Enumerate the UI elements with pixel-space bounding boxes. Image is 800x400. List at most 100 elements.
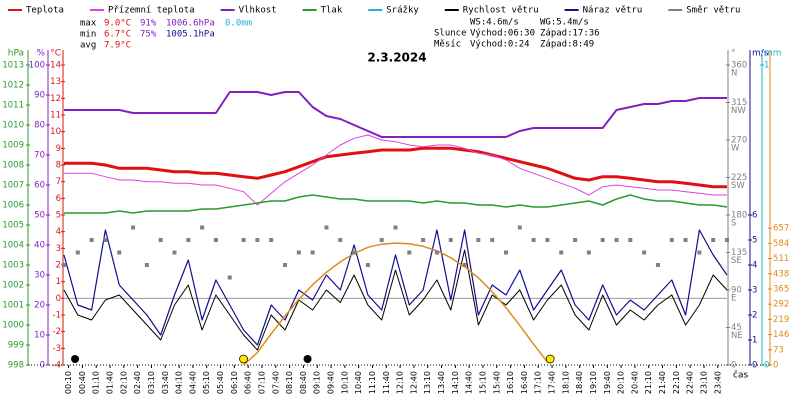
x-tick-label: 12:10 [396,371,405,394]
y-tick-label: 270 [731,136,747,146]
x-tick-label: 20:10 [617,371,626,394]
y-tick-label: 511 [773,254,789,264]
compass-label: N [731,69,737,79]
direction-marker [144,263,149,267]
legend-label: Vlhkost [239,6,277,16]
x-tick-label: 15:40 [492,371,501,394]
series-line [63,249,728,351]
x-tick-label: 21:40 [658,371,667,394]
axis-unit: % [36,49,45,59]
direction-marker [89,238,94,242]
series-line [64,134,727,206]
y-tick-label: 2 [752,311,757,321]
x-tick-label: 16:40 [520,371,529,394]
axis-unit: m/s [752,49,769,59]
direction-marker [158,238,163,242]
y-tick-label: 5 [56,211,61,221]
y-tick-label: 1000 [2,321,24,331]
direction-marker [683,238,688,242]
y-tick-label: 45 [731,323,742,333]
x-tick-label: 23:40 [713,371,722,394]
direction-marker [310,250,315,255]
moon-marker [71,355,80,363]
y-tick-label: 50 [34,211,45,221]
x-tick-label: 05:40 [216,371,225,394]
stat-label: min [80,30,96,40]
info-text: Měsíc [434,40,461,50]
x-tick-label: 18:10 [561,371,570,394]
info-text: Východ:0:24 [470,40,530,50]
direction-marker [600,238,605,242]
direction-marker [434,250,439,255]
x-tick-label: 02:40 [133,371,142,394]
sun-marker [545,354,555,364]
y-tick-label: 6 [56,194,61,204]
direction-marker [559,250,564,255]
y-tick-label: 7 [56,177,61,187]
x-tick-label: 14:40 [465,371,474,394]
axis-unit: mm [764,49,782,59]
direction-marker [697,250,702,255]
direction-marker [296,250,301,255]
y-tick-label: 584 [773,239,789,249]
direction-marker [669,238,674,242]
y-tick-label: 20 [34,301,45,311]
y-tick-label: 40 [34,241,45,251]
direction-marker [725,238,729,242]
y-tick-label: 13 [50,77,61,87]
y-tick-label: 3 [56,244,61,254]
compass-label: SE [731,256,742,266]
compass-label: NW [731,106,746,116]
x-tick-label: 13:40 [437,371,446,394]
y-tick-label: -2 [53,327,61,337]
y-tick-label: 60 [34,181,45,191]
legend-label: Přízemní teplota [108,6,195,16]
direction-marker [365,263,370,267]
x-tick-label: 17:40 [548,371,557,394]
x-tick-label: 23:10 [699,371,708,394]
direction-marker [352,250,357,255]
stat-value: 91% [140,19,157,29]
stat-value: 0.0mm [225,19,252,29]
x-tick-label: 01:10 [92,371,101,394]
y-tick-label: 1006 [2,201,24,211]
x-tick-label: 19:40 [603,371,612,394]
y-tick-label: 135 [731,248,747,258]
y-tick-label: 100 [29,61,45,71]
x-tick-label: 21:10 [644,371,653,394]
x-tick-label: 17:10 [534,371,543,394]
y-tick-label: 14 [50,61,61,71]
series-line [64,146,727,189]
info-text: WS:4.6m/s [470,18,519,28]
y-tick-label: 30 [34,271,45,281]
compass-label: E [731,294,736,304]
direction-marker [75,250,80,255]
direction-marker [131,225,136,230]
y-tick-label: -3 [53,344,61,354]
direction-marker [448,238,453,242]
x-tick-label: 15:10 [478,371,487,394]
series-line [64,91,727,138]
y-tick-label: 70 [34,151,45,161]
direction-marker [545,238,550,242]
y-tick-label: 10 [34,331,45,341]
x-tick-label: 11:40 [382,371,391,394]
direction-marker [614,238,619,242]
y-tick-label: 438 [773,269,789,279]
y-tick-label: 1005 [2,221,24,231]
y-tick-label: 1013 [2,61,24,71]
x-tick-label: 14:10 [451,371,460,394]
stat-label: max [80,19,97,29]
x-tick-label: 18:40 [575,371,584,394]
x-tick-label: 00:10 [64,371,73,394]
direction-marker [642,250,647,255]
y-tick-label: 1 [752,336,757,346]
y-tick-label: 1001 [2,301,24,311]
y-tick-label: 146 [773,330,789,340]
compass-label: W [731,144,740,154]
direction-marker [462,263,467,267]
y-tick-label: 1 [764,61,769,71]
stat-value: 1006.6hPa [166,19,215,29]
x-tick-label: 11:10 [368,371,377,394]
direction-marker [655,263,660,267]
